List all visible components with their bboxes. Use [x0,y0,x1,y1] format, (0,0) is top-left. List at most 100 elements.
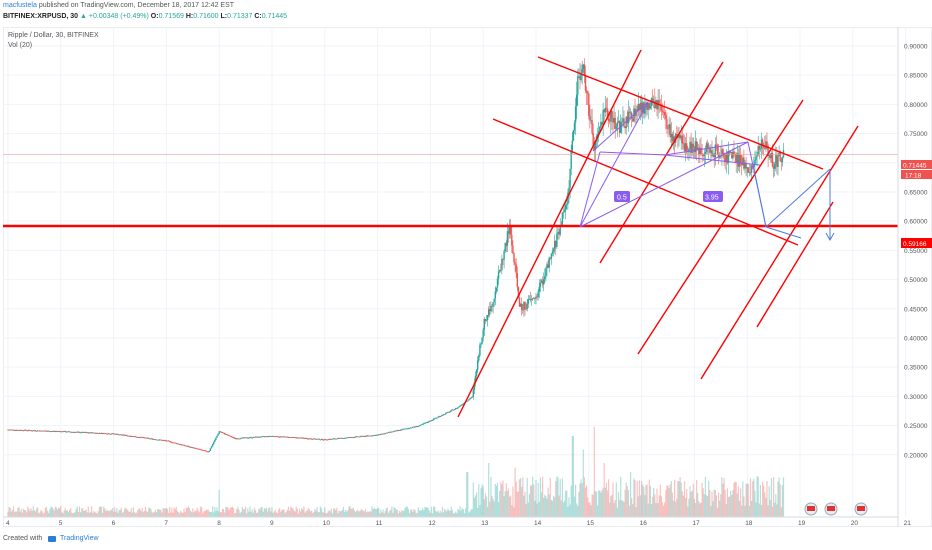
candle-body [684,143,687,152]
candle-body [78,431,81,433]
volume-bar [187,506,189,517]
last-price-tag: 0.71445 17:18 [901,160,932,180]
flag-icon[interactable] [854,502,868,516]
volume-bar [610,496,612,517]
candle-body [123,434,126,436]
candle-body [127,435,129,437]
volume-bar [53,510,55,517]
y-tick-label: 0.55000 [904,248,928,255]
candle-body [63,431,65,432]
volume-bar [577,505,579,517]
candle-body [634,108,636,117]
y-tick-label: 0.30000 [904,394,928,401]
candle-body [108,433,110,435]
author-link[interactable]: macfustela [3,2,37,9]
volume-bar [223,509,225,517]
volume-bar [152,512,154,517]
volume-bar [206,509,208,517]
volume-bar [31,510,33,517]
candle-body [455,408,457,410]
volume-bar [511,505,513,517]
volume-bar [280,511,282,517]
candle-body [266,436,269,438]
flag-icon[interactable] [804,502,818,516]
candle-body [780,161,782,163]
volume-bar [197,510,199,517]
volume-bar [99,506,101,517]
volume-bar [675,501,677,517]
chart-panel[interactable]: 0.900000.850000.800000.750000.700000.650… [3,27,932,527]
candle-body [72,431,74,433]
projection-line [765,168,831,228]
volume-bar [767,505,769,517]
volume-bar [105,511,107,517]
candle-body [604,107,606,113]
candle-body [149,438,151,440]
volume-bar [691,490,693,517]
volume-bar [188,507,191,517]
volume-bar [597,505,599,517]
volume-bar [473,497,475,517]
volume-bar [771,506,774,517]
ratio-label-1[interactable]: 0.5 [614,191,630,202]
volume-bar [371,506,373,517]
y-tick-label: 0.90000 [904,43,928,50]
candle-body [218,431,220,434]
volume-bar [490,476,492,517]
candle-body [379,434,381,436]
volume-bar [66,510,68,517]
volume-bar [340,511,342,517]
candle-body [389,431,391,433]
volume-bar [51,506,53,517]
volume-bar [483,499,485,517]
candle-body [594,141,597,151]
candle-body [361,435,363,437]
candle-body [479,344,481,356]
volume-bar [628,505,631,517]
volume-bar [545,495,547,517]
volume-bar [444,508,446,517]
candle-body [38,430,40,432]
volume-bar [366,512,368,517]
volume-bar [544,494,546,517]
candle-body [215,437,217,440]
volume-bar [601,490,603,517]
volume-bar [36,508,38,517]
candle-body [281,436,283,438]
candle-body [154,439,157,441]
candle-body [116,433,118,435]
volume-bar [613,502,615,517]
volume-bar [75,508,77,517]
volume-bar [136,512,138,517]
candle-body [758,145,760,150]
volume-bar [267,511,269,517]
candle-body [725,153,727,163]
volume-bar [612,482,614,517]
volume-bar [713,489,715,517]
candle-body [313,438,315,440]
candle-body [627,111,630,124]
candle-body [60,431,62,433]
time-axis[interactable]: 4 5 6 7 8 9 10 11 12 13 14 15 16 17 18 19 20 21 [3,516,911,527]
candle-body [71,431,73,433]
candle-body [142,437,144,439]
volume-bar [573,496,576,517]
volume-bar [460,510,462,517]
candle-body [416,426,418,427]
volume-bar [518,479,521,517]
flag-icon[interactable] [824,502,838,516]
volume-bar [361,509,363,517]
candle-body [512,245,514,254]
volume-bar [278,509,280,517]
volume-bar [720,494,722,517]
candle-body [226,434,228,435]
candle-body [79,432,82,434]
ratio-label-2[interactable]: 3.95 [703,191,723,202]
candle-body [554,241,556,249]
volume-bar [243,509,246,517]
volume-bar [303,506,305,517]
tradingview-brand-link[interactable]: TradingView [60,535,99,542]
candle-body [346,437,348,439]
volume-bar [388,512,390,517]
event-flags [804,502,868,516]
